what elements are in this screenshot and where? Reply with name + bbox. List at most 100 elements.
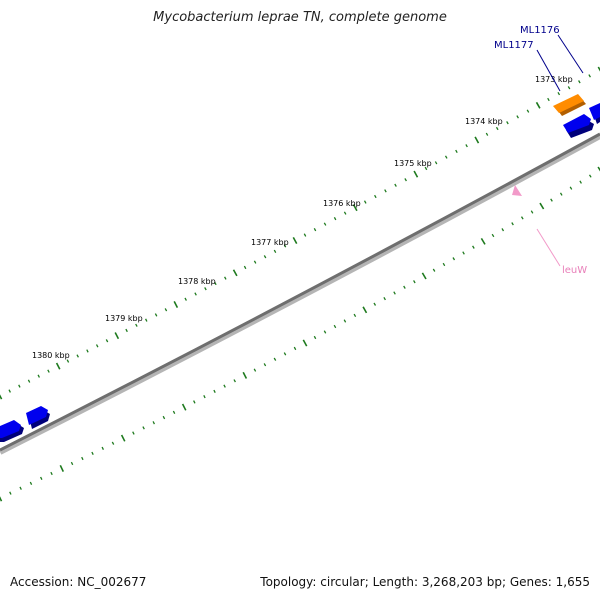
scale-label-1376: 1376 kbp (323, 199, 361, 208)
inner-tick-minor (491, 233, 495, 238)
inner-tick-major (421, 272, 427, 280)
inner-tick-minor (588, 174, 592, 178)
scale-label-1379: 1379 kbp (105, 314, 143, 323)
inner-tick-minor (273, 357, 277, 361)
inner-tick-minor (91, 451, 94, 455)
scale-label-1378: 1378 kbp (178, 277, 216, 286)
inner-tick-minor (432, 268, 436, 272)
outer-tick-minor (105, 339, 109, 343)
outer-tick-minor (363, 200, 367, 204)
outer-tick-minor (444, 155, 448, 159)
gene-ml1176-body (563, 114, 591, 133)
topology-value: circular (320, 575, 365, 589)
inner-tick-major (539, 202, 545, 210)
genes-label: Genes: (509, 575, 552, 589)
outer-tick-minor (455, 149, 458, 154)
outer-tick-major (114, 332, 120, 340)
inner-tick-major (0, 496, 3, 502)
outer-tick-minor (194, 292, 197, 296)
outer-tick-minor (125, 328, 128, 333)
inner-tick-minor (9, 491, 12, 495)
outer-tick-minor (243, 265, 247, 270)
inner-tick-minor (101, 446, 104, 450)
outer-tick-minor (263, 255, 267, 259)
inner-tick-major (597, 166, 600, 172)
outer-tick-minor (27, 379, 31, 383)
inner-tick-minor (213, 389, 216, 393)
trna-label-leuw: leuW (562, 265, 587, 276)
inner-tick-minor (579, 180, 582, 184)
inner-tick-major (242, 371, 248, 379)
outer-tick-minor (506, 121, 509, 125)
outer-tick-minor (384, 189, 387, 193)
inner-tick-minor (383, 296, 386, 301)
scale-label-1377: 1377 kbp (251, 238, 289, 247)
genes-value: 1,655 (555, 575, 590, 589)
outer-tick-minor (145, 318, 148, 322)
outer-tick-minor (424, 166, 428, 171)
gene-label-ml1177: ML1177 (494, 40, 534, 51)
outer-tick-major (535, 101, 541, 109)
label-line-ml1176 (557, 34, 584, 74)
gene-label-ml1176: ML1176 (520, 25, 560, 36)
inner-tick-minor (333, 324, 337, 329)
outer-tick-minor (283, 244, 287, 248)
outer-tick-minor (164, 308, 168, 312)
outer-tick-minor (18, 384, 21, 388)
inner-tick-minor (462, 251, 465, 255)
outer-tick-major (474, 136, 480, 144)
outer-tick-minor (526, 109, 530, 113)
outer-tick-minor (547, 97, 550, 102)
outer-tick-minor (86, 349, 89, 353)
outer-tick-minor (343, 211, 347, 215)
inner-tick-ring (0, 166, 600, 502)
gene-ml1177[interactable] (553, 94, 586, 116)
outer-tick-minor (95, 344, 99, 348)
inner-tick-major (181, 403, 187, 411)
inner-tick-minor (203, 395, 206, 399)
outer-tick-minor (323, 222, 327, 226)
label-line-ml1177 (536, 49, 561, 92)
outer-tick-minor (516, 115, 519, 119)
outer-tick-minor (37, 374, 40, 378)
trna-leuw[interactable] (512, 185, 522, 196)
gene-left-b[interactable] (26, 406, 50, 429)
gene-ml1177-body (553, 94, 584, 113)
inner-tick-minor (283, 352, 287, 356)
outer-tick-minor (495, 126, 499, 131)
outer-tick-minor (224, 276, 227, 280)
outer-tick-minor (567, 86, 571, 90)
outer-tick-major (173, 301, 179, 308)
outer-tick-minor (303, 233, 307, 237)
inner-tick-minor (442, 262, 446, 267)
gene-left-a-body (0, 420, 21, 438)
gene-left-a[interactable] (0, 420, 24, 442)
inner-tick-minor (413, 280, 416, 284)
inner-tick-major (480, 237, 486, 245)
inner-tick-minor (40, 476, 43, 480)
outer-tick-minor (76, 354, 79, 358)
outer-tick-minor (204, 287, 207, 291)
scale-label-1374: 1374 kbp (465, 117, 503, 126)
inner-tick-major (302, 339, 308, 347)
inner-tick-minor (142, 426, 145, 430)
accession-value: NC_002677 (77, 575, 147, 589)
scale-label-1380: 1380 kbp (32, 351, 70, 360)
outer-tick-minor (313, 227, 317, 232)
outer-tick-minor (47, 369, 50, 373)
inner-tick-minor (172, 410, 176, 414)
gene-left-b-body (26, 406, 48, 425)
outer-tick-major (352, 204, 358, 212)
inner-tick-minor (253, 368, 257, 372)
inner-tick-minor (293, 346, 297, 351)
outer-tick-minor (557, 91, 561, 96)
gene-ml1176[interactable] (563, 114, 594, 138)
inner-tick-minor (343, 319, 347, 323)
outer-tick-minor (394, 183, 397, 187)
backbone-arc-shadow (0, 133, 600, 455)
gene-right-edge[interactable] (589, 103, 600, 124)
inner-tick-minor (452, 257, 456, 261)
outer-tick-major (232, 269, 238, 277)
inner-tick-minor (81, 456, 84, 461)
outer-tick-minor (214, 281, 217, 286)
